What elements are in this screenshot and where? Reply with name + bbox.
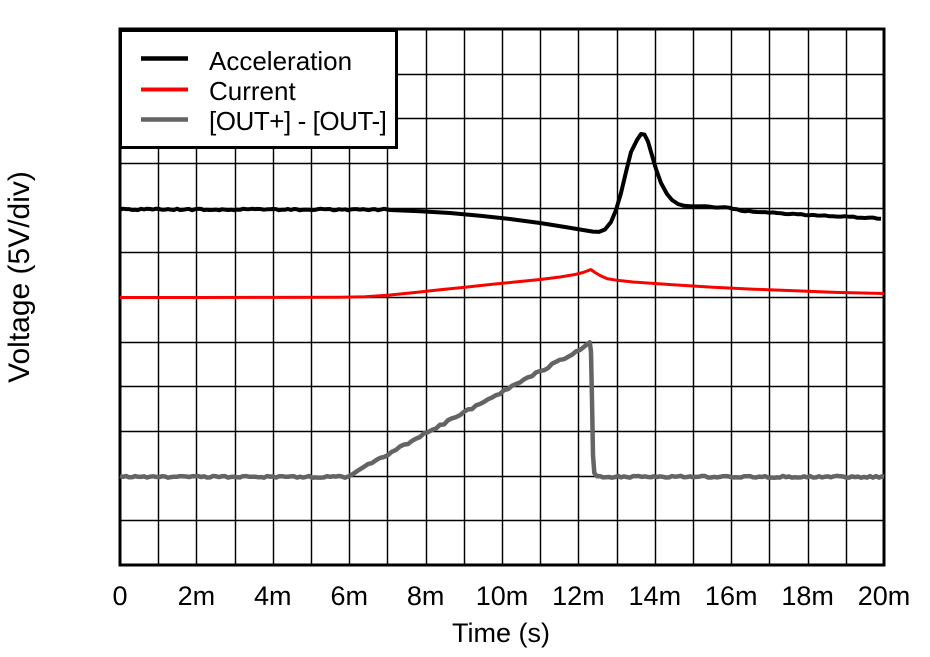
svg-text:Acceleration: Acceleration	[209, 46, 352, 76]
svg-text:16m: 16m	[705, 581, 758, 611]
svg-text:Time (s): Time (s)	[452, 618, 550, 648]
svg-text:14m: 14m	[629, 581, 682, 611]
svg-text:6m: 6m	[330, 581, 368, 611]
svg-text:10m: 10m	[476, 581, 529, 611]
svg-text:4m: 4m	[254, 581, 292, 611]
svg-text:20m: 20m	[858, 581, 911, 611]
svg-text:Current: Current	[209, 76, 296, 106]
svg-text:0: 0	[112, 581, 127, 611]
svg-text:18m: 18m	[781, 581, 834, 611]
svg-text:8m: 8m	[407, 581, 445, 611]
svg-text:[OUT+] - [OUT-]: [OUT+] - [OUT-]	[209, 106, 386, 136]
svg-text:2m: 2m	[178, 581, 216, 611]
svg-text:12m: 12m	[552, 581, 605, 611]
svg-text:Voltage (5V/div): Voltage (5V/div)	[3, 171, 36, 383]
